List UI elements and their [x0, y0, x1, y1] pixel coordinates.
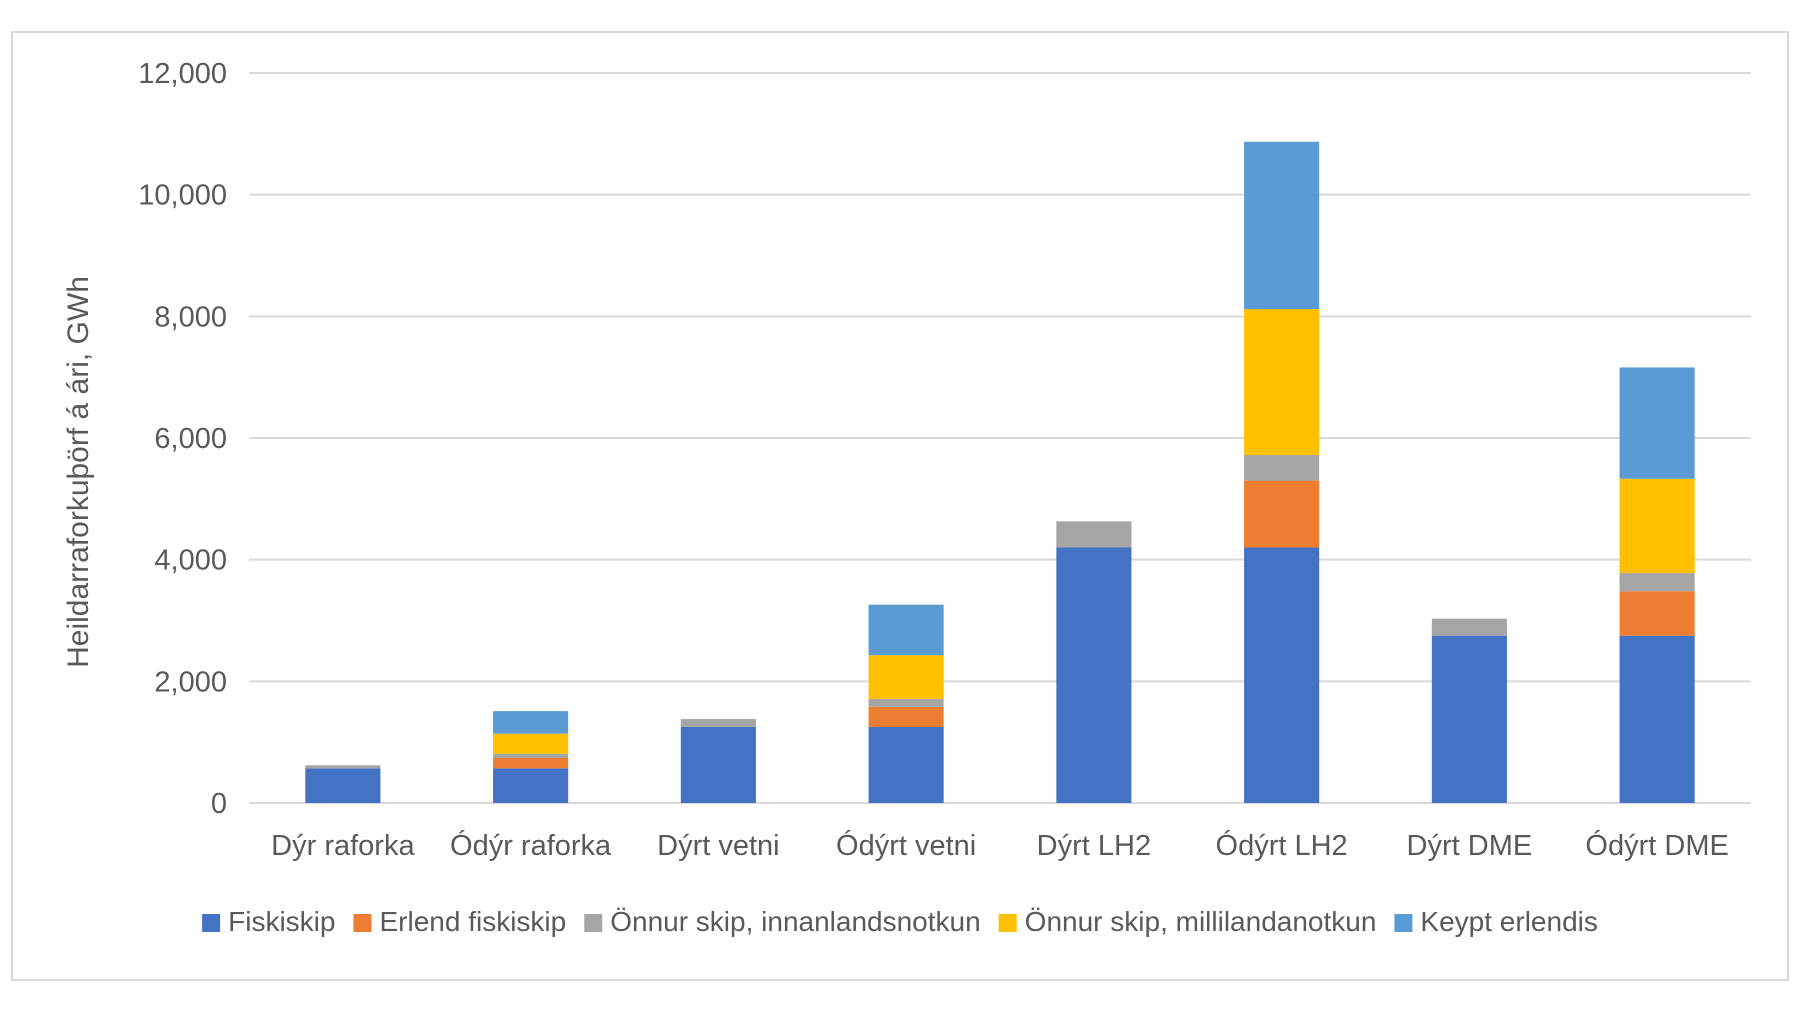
- bar-segment: [680, 719, 756, 727]
- legend-item: Önnur skip, millilandanotkun: [998, 906, 1377, 937]
- y-tick-label: 10,000: [138, 180, 227, 212]
- legend-swatch: [202, 914, 221, 932]
- bar-segment: [493, 753, 569, 758]
- bar-segment: [1431, 618, 1507, 636]
- x-category-label: Ódýr raforka: [450, 829, 612, 862]
- legend-item: Erlend fiskiskip: [353, 906, 566, 937]
- legend-label: Önnur skip, innanlandsnotkun: [610, 906, 980, 937]
- y-tick-label: 4,000: [154, 545, 227, 577]
- chart-frame: 0 2,000 4,000 6,000 8,000 10,000 12,000 Dýr ra…: [11, 31, 1789, 981]
- legend-swatch: [353, 914, 372, 932]
- bar-segment: [1056, 521, 1132, 548]
- bar-segment: [493, 757, 569, 769]
- x-category-label: Dýrt LH2: [1037, 830, 1151, 862]
- bar-segment: [493, 733, 569, 754]
- bar-segment: [1056, 547, 1132, 803]
- x-category-label: Dýr raforka: [271, 830, 415, 862]
- x-category-label: Ódýrt LH2: [1216, 829, 1348, 862]
- legend-label: Önnur skip, millilandanotkun: [1025, 906, 1377, 937]
- legend-swatch: [998, 914, 1017, 932]
- bar-segment: [1244, 480, 1320, 548]
- bar-segment: [868, 706, 944, 727]
- bar-segment: [868, 604, 944, 656]
- legend: Fiskiskip Erlend fiskiskip Önnur skip, inn…: [202, 906, 1598, 937]
- bar-segment: [1619, 573, 1695, 592]
- legend-label: Erlend fiskiskip: [379, 906, 566, 937]
- legend-label: Keypt erlendis: [1420, 906, 1597, 937]
- y-tick-label: 12,000: [138, 58, 227, 90]
- x-category-label: Dýrt DME: [1407, 830, 1533, 862]
- bar-segment: [1619, 635, 1695, 803]
- bar-segment: [1619, 367, 1695, 479]
- bars: [305, 141, 1695, 803]
- bar-segment: [868, 726, 944, 803]
- bar-segment: [493, 768, 569, 803]
- bar-segment: [1619, 591, 1695, 636]
- legend-label: Fiskiskip: [228, 906, 335, 937]
- y-tick-label: 6,000: [154, 423, 227, 455]
- x-axis-categories: Dýr raforka Ódýr raforka Dýrt vetni Ódýrt v…: [271, 829, 1729, 862]
- x-category-label: Ódýrt vetni: [836, 829, 976, 862]
- bar-segment: [1244, 547, 1320, 803]
- bar-segment: [305, 765, 381, 769]
- bar-segment: [1431, 635, 1507, 803]
- y-tick-label: 2,000: [154, 666, 227, 698]
- bar-segment: [493, 711, 569, 734]
- x-category-label: Dýrt vetni: [657, 830, 779, 862]
- gridlines: [249, 72, 1751, 804]
- y-tick-label: 8,000: [154, 301, 227, 333]
- legend-item: Önnur skip, innanlandsnotkun: [584, 906, 981, 937]
- stacked-bar-chart: 0 2,000 4,000 6,000 8,000 10,000 12,000 Dýr ra…: [62, 58, 1751, 937]
- bar-segment: [1244, 309, 1320, 456]
- y-tick-label: 0: [211, 788, 227, 820]
- legend-item: Keypt erlendis: [1394, 906, 1598, 937]
- legend-item: Fiskiskip: [202, 906, 335, 937]
- legend-swatch: [584, 914, 603, 932]
- legend-swatch: [1394, 914, 1413, 932]
- bar-segment: [1619, 478, 1695, 574]
- y-axis-label: Heildarraforkuþörf á ári, GWh: [62, 276, 95, 668]
- bar-segment: [868, 655, 944, 699]
- bar-segment: [680, 726, 756, 803]
- x-category-label: Ódýrt DME: [1585, 829, 1728, 862]
- bar-segment: [868, 698, 944, 707]
- bar-segment: [1244, 455, 1320, 481]
- bar-segment: [305, 768, 381, 803]
- y-axis-ticks: 0 2,000 4,000 6,000 8,000 10,000 12,000: [138, 58, 227, 820]
- bar-segment: [1244, 141, 1320, 310]
